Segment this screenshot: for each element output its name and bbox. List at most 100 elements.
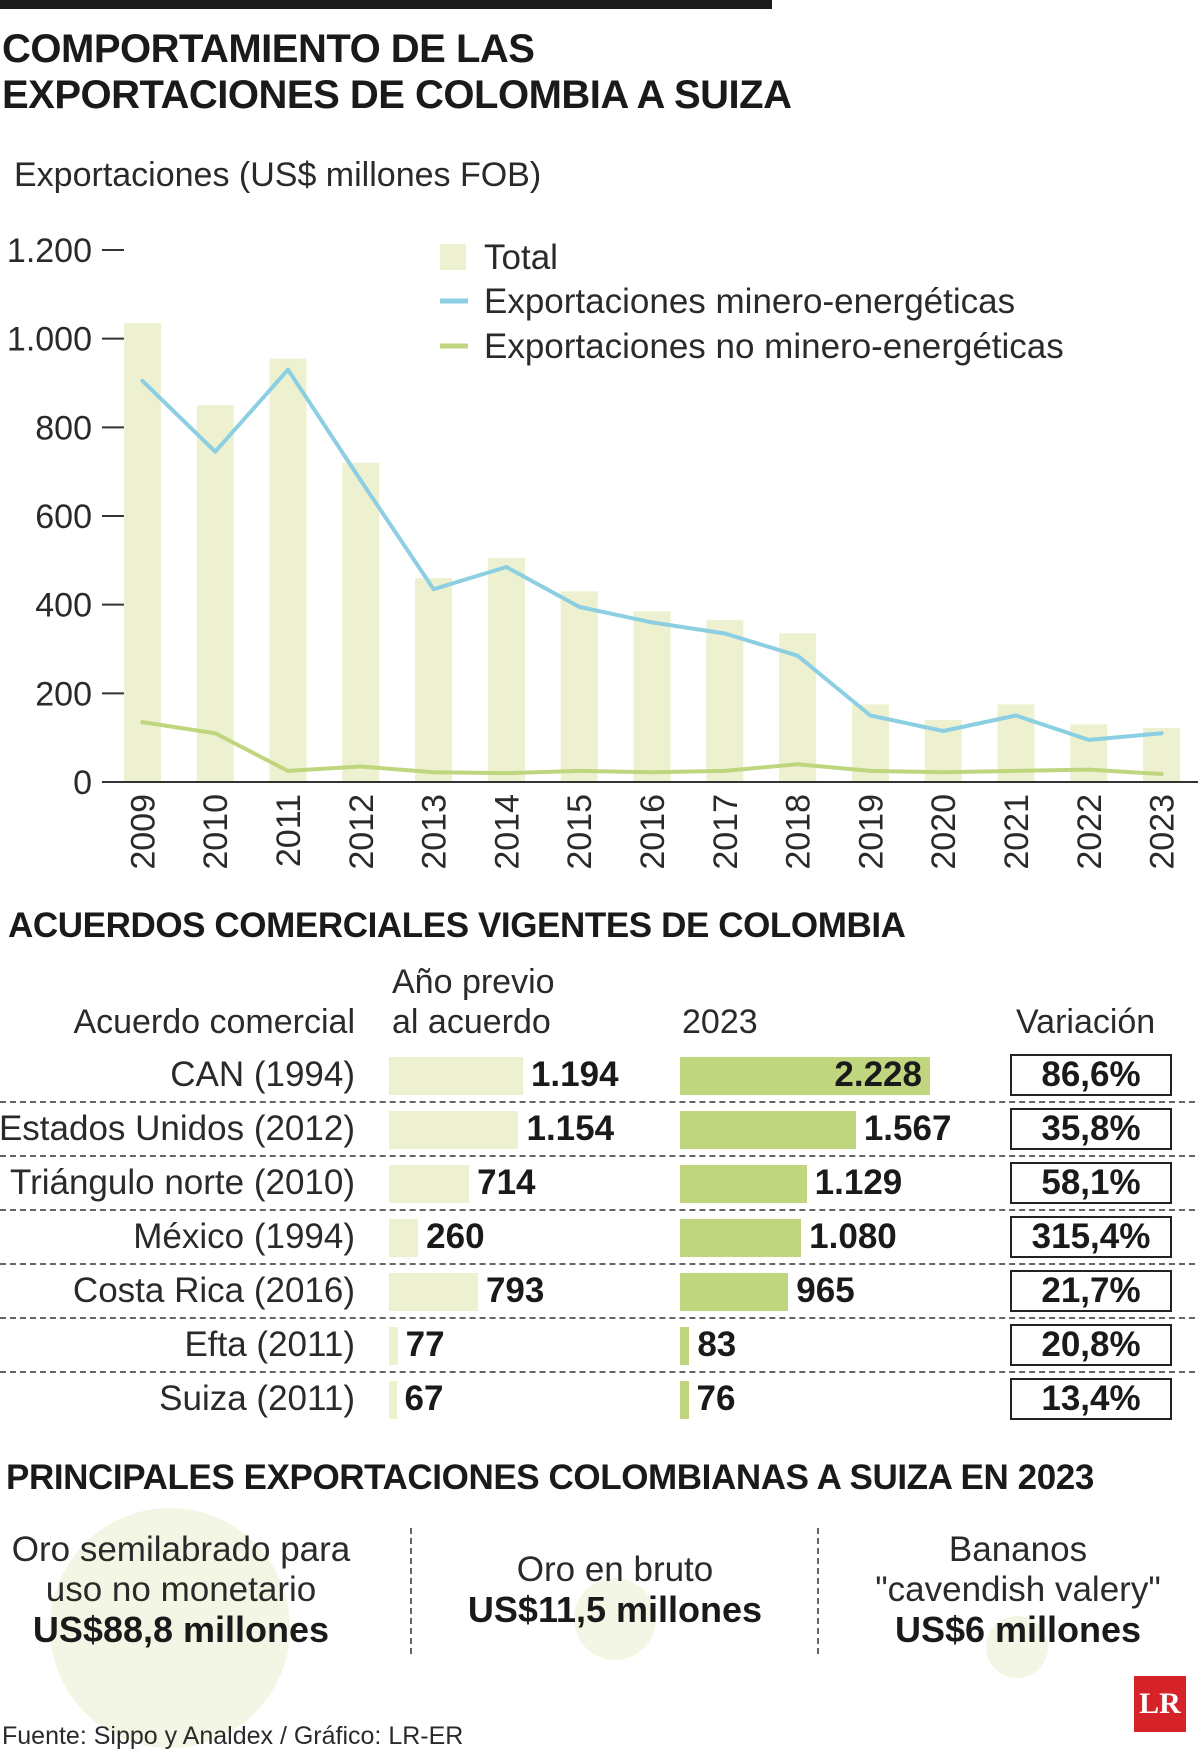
x-tick-label: 2023	[1144, 794, 1182, 870]
point-no-minero	[358, 764, 363, 769]
y-tick-label: 1.200	[7, 232, 92, 270]
point-minero	[577, 604, 582, 609]
bar-previo	[389, 1165, 470, 1203]
point-minero	[213, 449, 218, 454]
point-minero	[868, 713, 873, 718]
table-row: Suiza (2011) 67 76 13,4%	[0, 1373, 1200, 1427]
x-tick-label: 2014	[488, 794, 526, 870]
y-tick-label: 200	[35, 675, 92, 713]
row-label: México (1994)	[133, 1217, 355, 1256]
legend-swatch-total	[440, 244, 466, 270]
row-separator	[0, 1371, 1195, 1373]
point-no-minero	[868, 768, 873, 773]
point-minero	[1159, 731, 1164, 736]
product-value: US$88,8 millones	[32, 1609, 330, 1650]
value-previo: 67	[404, 1379, 444, 1418]
value-actual: 1.567	[863, 1109, 952, 1148]
bar-total	[1070, 724, 1108, 782]
row-separator	[0, 1155, 1195, 1157]
product-value: US$6 millones	[894, 1609, 1142, 1650]
top-rule	[0, 0, 772, 9]
table-row: Triángulo norte (2010) 714 1.129 58,1%	[0, 1157, 1200, 1211]
acuerdos-title: ACUERDOS COMERCIALES VIGENTES DE COLOMBI…	[8, 906, 906, 945]
bar-actual	[680, 1381, 689, 1419]
product-name-line-2: "cavendish valery"	[875, 1570, 1161, 1609]
product-value: US$11,5 millones	[467, 1589, 763, 1630]
value-actual: 965	[796, 1271, 855, 1310]
header-acuerdo: Acuerdo comercial	[73, 1003, 355, 1041]
source-note: Fuente: Sippo y Analdex / Gráfico: LR-ER	[2, 1722, 464, 1750]
bar-total	[342, 462, 380, 782]
variacion-badge: 20,8%	[1010, 1324, 1172, 1366]
bar-previo	[389, 1273, 478, 1311]
point-no-minero	[286, 768, 290, 773]
point-minero	[941, 729, 946, 734]
point-no-minero	[431, 770, 436, 775]
bar-total	[633, 611, 671, 782]
x-tick-label: 2013	[416, 794, 454, 870]
value-previo: 714	[477, 1163, 536, 1202]
point-no-minero	[722, 768, 727, 773]
legend-label-total: Total	[484, 238, 558, 277]
point-no-minero	[504, 771, 509, 776]
point-no-minero	[650, 770, 654, 775]
table-row: México (1994) 260 1.080 315,4%	[0, 1211, 1200, 1265]
legend-label-minero: Exportaciones minero-energéticas	[484, 282, 1015, 321]
variacion-badge: 13,4%	[1010, 1378, 1172, 1420]
table-row: CAN (1994) 1.194 2.228 86,6%	[0, 1049, 1200, 1103]
point-no-minero	[1086, 767, 1091, 772]
x-tick-label: 2017	[707, 794, 745, 870]
value-previo: 1.194	[530, 1055, 619, 1094]
y-tick-label: 600	[35, 498, 92, 536]
lr-logo: LR	[1134, 1676, 1186, 1732]
product-oro-semilabrado: Oro semilabrado para uso no monetario US…	[0, 1530, 362, 1650]
bar-total	[706, 620, 744, 782]
point-minero	[1014, 713, 1018, 718]
row-label: Estados Unidos (2012)	[0, 1109, 355, 1148]
page-title-line-2: EXPORTACIONES DE COLOMBIA A SUIZA	[2, 73, 792, 117]
divider-2	[817, 1528, 819, 1654]
bar-previo	[389, 1111, 519, 1149]
value-previo: 260	[426, 1217, 485, 1256]
bar-total	[415, 578, 453, 782]
bar-total	[269, 358, 307, 782]
point-minero	[1086, 737, 1091, 742]
point-no-minero	[577, 768, 582, 773]
divider-1	[410, 1528, 412, 1654]
value-actual: 2.228	[834, 1055, 922, 1094]
bar-actual	[680, 1057, 930, 1095]
bar-previo	[389, 1219, 419, 1257]
page-title-line-1: COMPORTAMIENTO DE LAS	[2, 27, 535, 71]
value-previo: 77	[405, 1325, 445, 1364]
point-no-minero	[213, 731, 218, 736]
product-oro-bruto: Oro en bruto US$11,5 millones	[440, 1550, 790, 1630]
point-minero	[358, 478, 363, 483]
y-tick-label: 800	[35, 409, 92, 447]
x-tick-label: 2010	[197, 794, 235, 870]
x-tick-label: 2022	[1071, 794, 1109, 870]
bar-total	[123, 323, 161, 782]
product-name-line-2: uso no monetario	[45, 1570, 317, 1609]
value-previo: 1.154	[526, 1109, 615, 1148]
x-tick-label: 2009	[124, 794, 162, 870]
bar-actual	[680, 1219, 802, 1257]
bar-total	[560, 591, 598, 782]
bar-previo	[389, 1327, 398, 1365]
header-previo: Año previo al acuerdo	[392, 962, 555, 1042]
x-tick-label: 2015	[561, 794, 599, 870]
product-name-line-1: Bananos	[948, 1530, 1088, 1569]
value-actual: 83	[697, 1325, 737, 1364]
value-actual: 76	[696, 1379, 736, 1418]
point-minero	[795, 653, 800, 658]
point-minero	[140, 378, 145, 383]
principales-title: PRINCIPALES EXPORTACIONES COLOMBIANAS A …	[6, 1458, 1094, 1497]
row-label: CAN (1994)	[170, 1055, 355, 1094]
variacion-badge: 35,8%	[1010, 1108, 1172, 1150]
product-name-line-1: Oro en bruto	[516, 1550, 714, 1589]
bubble-oro-semilabrado	[50, 1508, 290, 1748]
bubble-oro-bruto	[574, 1578, 656, 1660]
row-separator	[0, 1101, 1195, 1103]
row-separator	[0, 1317, 1195, 1319]
value-actual: 1.080	[809, 1217, 897, 1256]
header-actual: 2023	[682, 1003, 758, 1041]
